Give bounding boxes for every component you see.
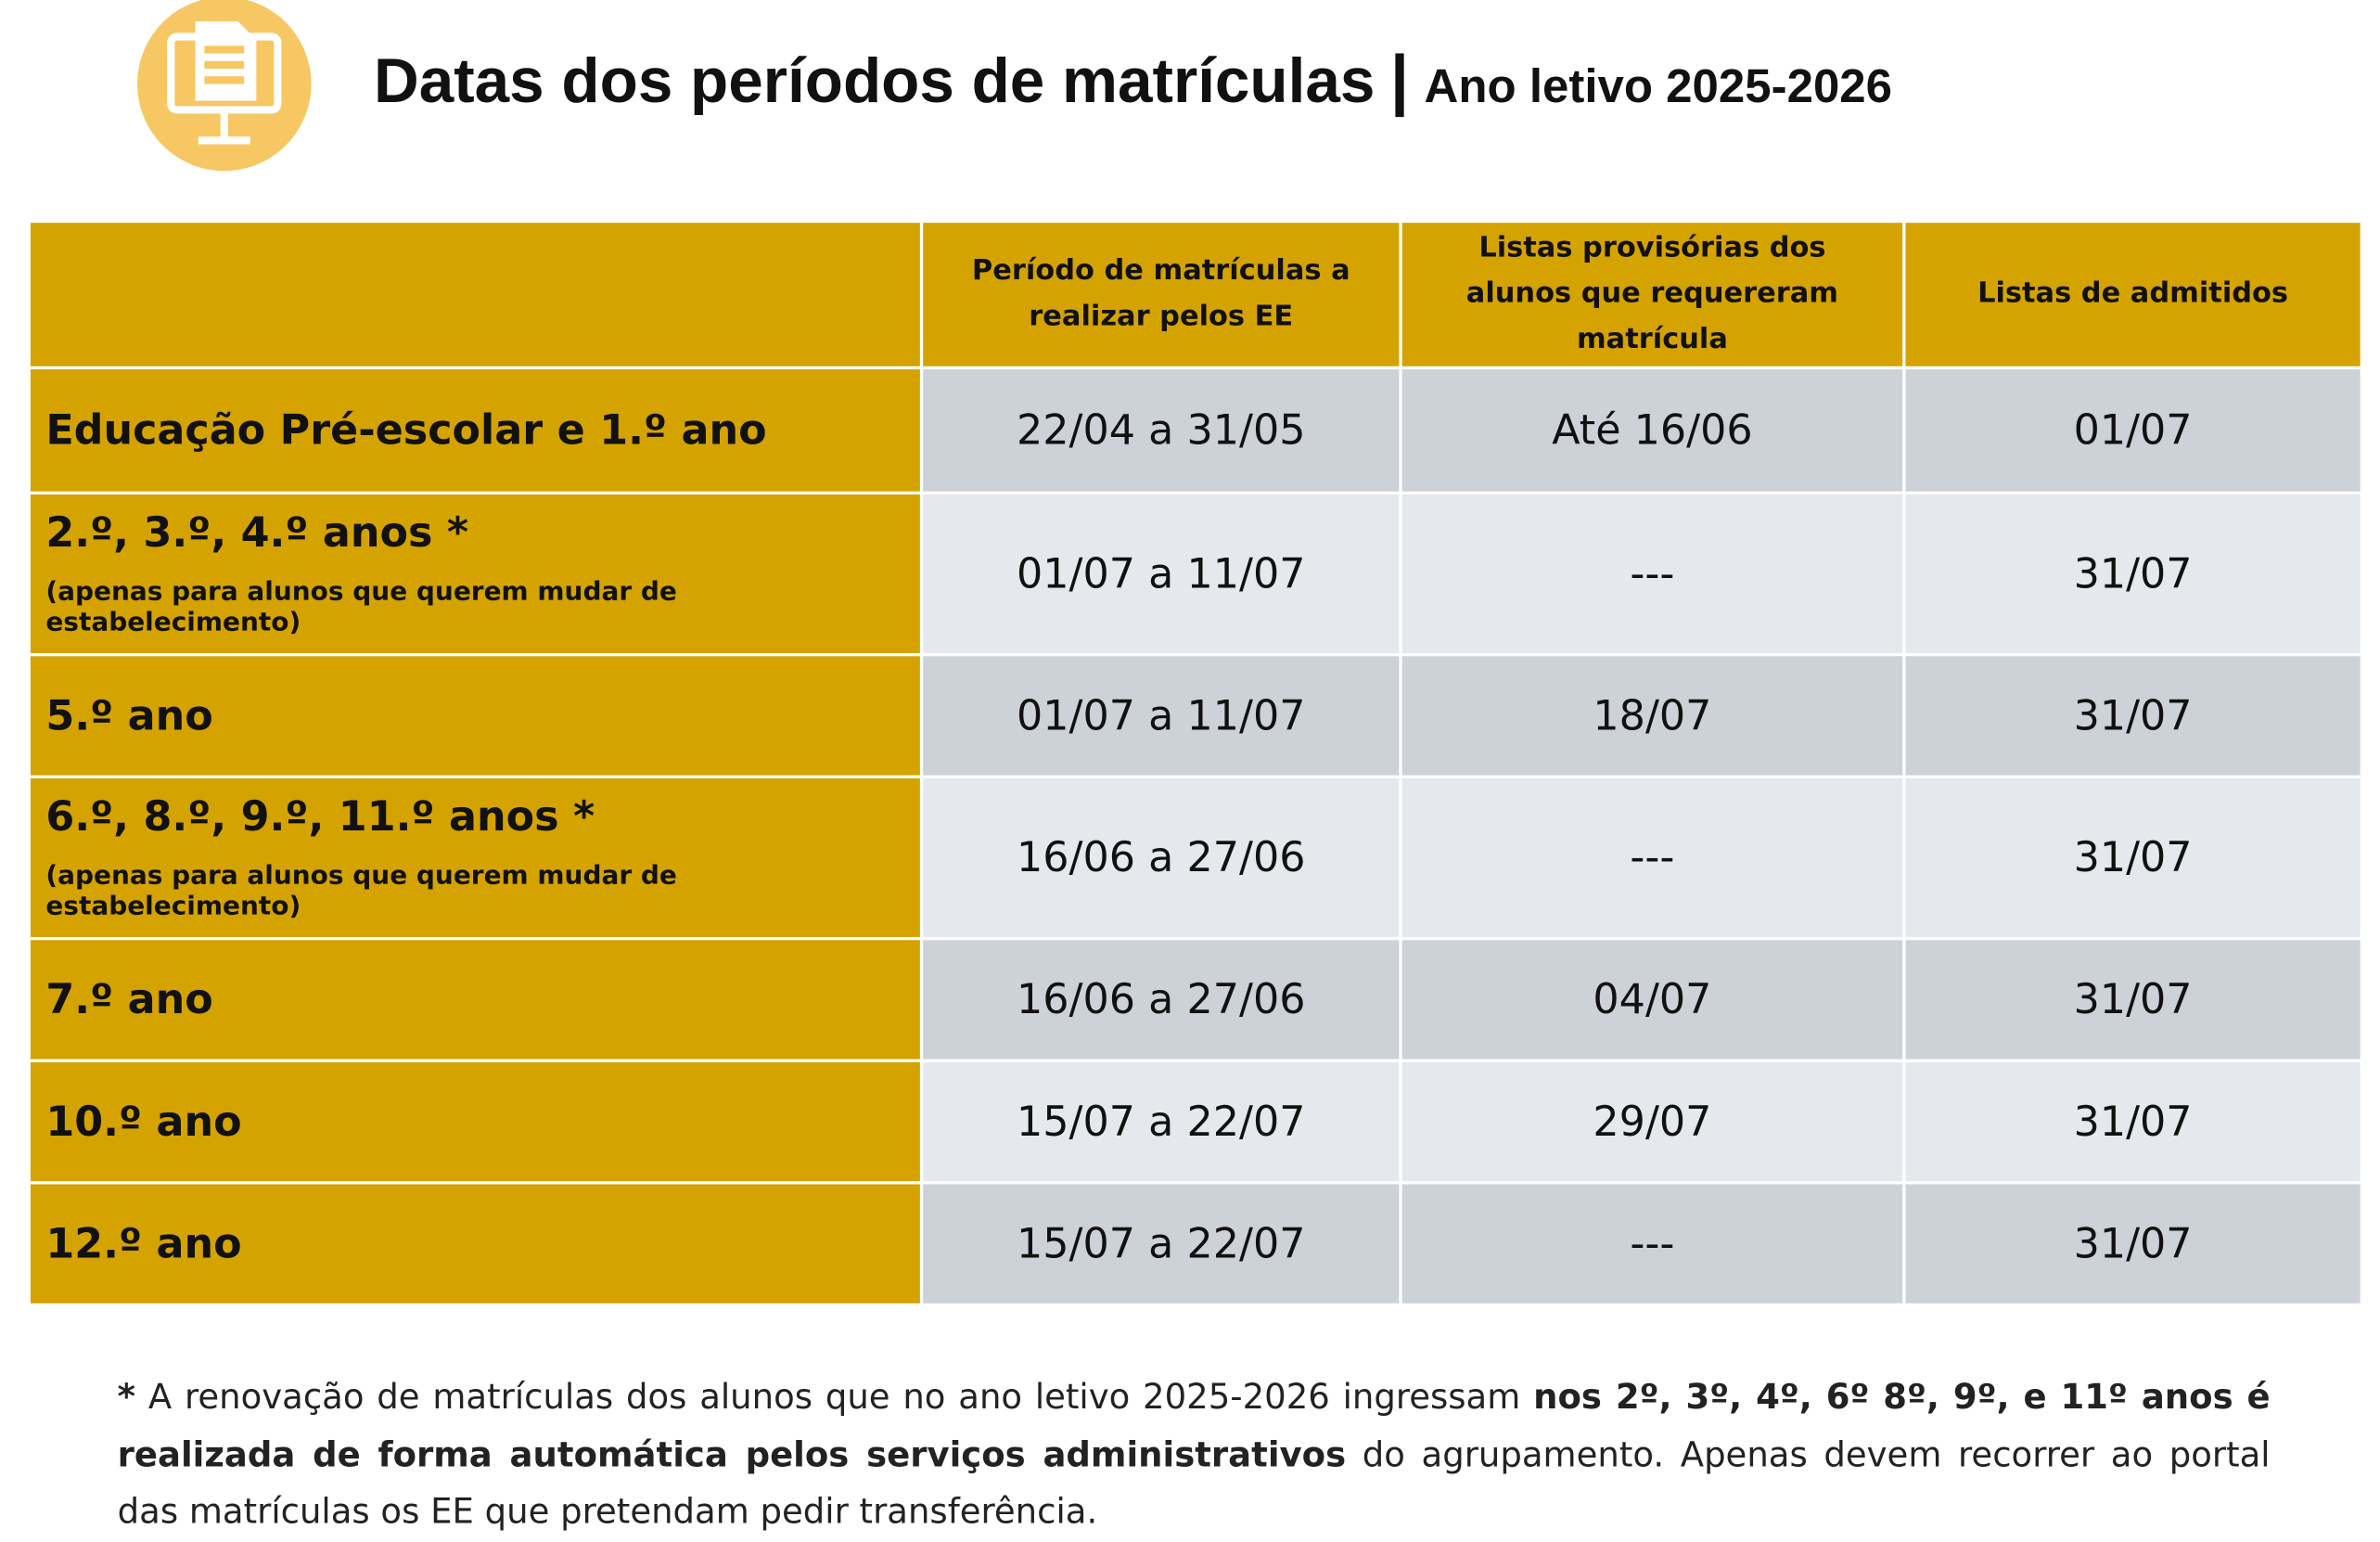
date-cell: 01/07 a 11/07 xyxy=(923,494,1400,654)
date-cell: Até 16/06 xyxy=(1401,369,1903,492)
date-cell: 01/07 xyxy=(1905,369,2361,492)
row-label-cell: Educação Pré-escolar e 1.º ano xyxy=(30,369,920,492)
footnote-text: nos 2º, 3º, 4º, 6º 8º, 9º, e 11º anos é … xyxy=(117,1378,2271,1475)
row-label-cell: 12.º ano xyxy=(30,1184,920,1304)
header-cell: Listas provisórias dos alunos que requer… xyxy=(1401,223,1903,366)
date-cell: 04/07 xyxy=(1401,940,1903,1060)
footnote-text: * xyxy=(117,1378,136,1419)
title-block: Datas dos períodos de matrículas | Ano let… xyxy=(374,43,1892,119)
date-cell: --- xyxy=(1401,1184,1903,1304)
row-label-cell: 6.º, 8.º, 9.º, 11.º anos * (apenas para a… xyxy=(30,777,920,937)
row-label: 10.º ano xyxy=(45,1098,242,1146)
date-cell: 31/07 xyxy=(1905,1061,2361,1182)
date-cell: 01/07 a 11/07 xyxy=(923,656,1400,776)
icon xyxy=(137,0,312,172)
row-note: (apenas para alunos que querem mudar de … xyxy=(45,860,677,922)
row-label: 5.º ano xyxy=(45,691,213,739)
row-note: (apenas para alunos que querem mudar de … xyxy=(45,576,677,638)
date-cell: 16/06 a 27/06 xyxy=(923,777,1400,937)
date-cell: --- xyxy=(1401,777,1903,937)
row-label: 6.º, 8.º, 9.º, 11.º anos * xyxy=(45,793,595,842)
row-label-cell: 2.º, 3.º, 4.º anos * (apenas para alunos … xyxy=(30,494,920,654)
date-cell: 31/07 xyxy=(1905,494,2361,654)
date-cell: --- xyxy=(1401,494,1903,654)
date-cell: 22/04 a 31/05 xyxy=(923,369,1400,492)
date-cell: 15/07 a 22/07 xyxy=(923,1184,1400,1304)
row-label: 2.º, 3.º, 4.º anos * xyxy=(45,509,469,558)
row-label: Educação Pré-escolar e 1.º ano xyxy=(45,406,767,455)
row-label-cell: 7.º ano xyxy=(30,940,920,1060)
row-label-cell: 5.º ano xyxy=(30,656,920,776)
header-cell: Período de matrículas a realizar pelos E… xyxy=(923,223,1400,366)
date-cell: 29/07 xyxy=(1401,1061,1903,1182)
subtitle: Ano letivo 2025-2026 xyxy=(1424,59,1893,113)
date-cell: 31/07 xyxy=(1905,940,2361,1060)
date-cell: 15/07 a 22/07 xyxy=(923,1061,1400,1182)
date-cell: 31/07 xyxy=(1905,777,2361,937)
row-label: 7.º ano xyxy=(45,975,213,1023)
table: Período de matrículas a realizar pelos E… xyxy=(30,223,2361,1304)
date-cell: 31/07 xyxy=(1905,656,2361,776)
row-label: 12.º ano xyxy=(45,1220,242,1268)
date-cell: 16/06 a 27/06 xyxy=(923,940,1400,1060)
footnote: * A renovação de matrículas dos alunos q… xyxy=(118,1370,2271,1542)
separator: | xyxy=(1389,43,1410,118)
date-cell: 31/07 xyxy=(1905,1184,2361,1304)
title: Datas dos períodos de matrículas xyxy=(374,45,1376,117)
footnote-text: A renovação de matrículas dos alunos que… xyxy=(135,1378,1534,1419)
header-cell xyxy=(30,223,920,366)
header-cell: Listas de admitidos xyxy=(1905,223,2361,366)
row-label-cell: 10.º ano xyxy=(30,1061,920,1182)
date-cell: 18/07 xyxy=(1401,656,1903,776)
footnote-text: do agrupamento. Apenas devem recorrer ao… xyxy=(117,1435,2271,1533)
